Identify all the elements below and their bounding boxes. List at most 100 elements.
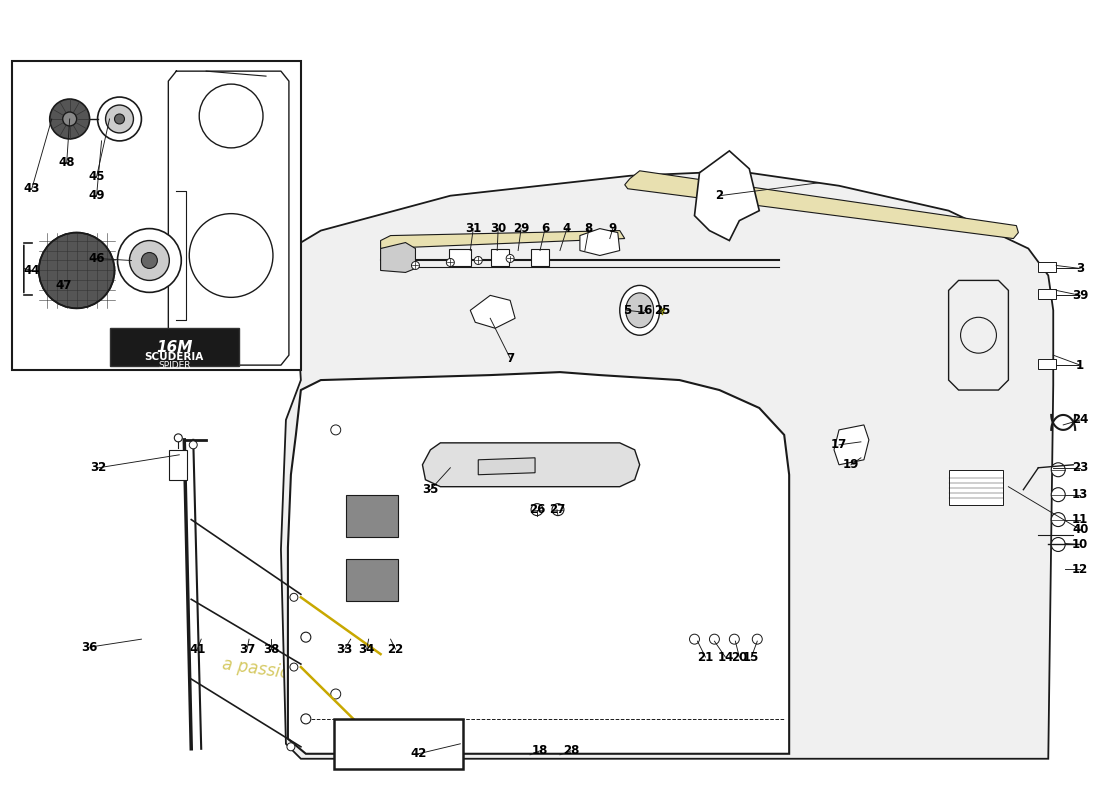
Circle shape xyxy=(290,663,298,671)
Circle shape xyxy=(174,434,183,442)
Bar xyxy=(1038,359,1056,369)
Circle shape xyxy=(118,229,182,292)
Circle shape xyxy=(50,99,89,139)
Text: SPIDER: SPIDER xyxy=(158,361,190,370)
Bar xyxy=(333,719,463,769)
Circle shape xyxy=(142,253,157,269)
Text: 44: 44 xyxy=(23,264,40,277)
Circle shape xyxy=(1052,513,1065,526)
Text: SCUDERIA: SCUDERIA xyxy=(145,352,204,362)
Text: 2: 2 xyxy=(715,190,724,202)
Bar xyxy=(1038,290,1056,299)
Text: 12: 12 xyxy=(1072,563,1088,576)
Text: 40: 40 xyxy=(1072,523,1088,536)
Text: 14: 14 xyxy=(717,650,734,664)
Text: 45: 45 xyxy=(88,170,104,183)
Circle shape xyxy=(331,689,341,699)
Text: 33: 33 xyxy=(337,642,353,656)
Polygon shape xyxy=(948,281,1009,390)
Text: 42: 42 xyxy=(410,747,427,760)
Bar xyxy=(1038,262,1056,273)
Text: 85: 85 xyxy=(876,386,1001,474)
Text: 17: 17 xyxy=(830,438,847,451)
Text: 28: 28 xyxy=(563,744,579,758)
Text: 22: 22 xyxy=(387,642,404,656)
Ellipse shape xyxy=(619,286,660,335)
Bar xyxy=(12,61,301,370)
Text: 29: 29 xyxy=(513,222,529,235)
Circle shape xyxy=(474,257,482,265)
Text: 18: 18 xyxy=(531,744,548,758)
Text: 6: 6 xyxy=(541,222,549,235)
Text: 15: 15 xyxy=(744,650,759,664)
Text: 21: 21 xyxy=(697,650,714,664)
Bar xyxy=(531,249,549,266)
Text: 24: 24 xyxy=(1072,414,1088,426)
Circle shape xyxy=(98,97,142,141)
Circle shape xyxy=(1052,488,1065,502)
Text: 19: 19 xyxy=(843,458,859,471)
Text: 43: 43 xyxy=(23,182,40,195)
Circle shape xyxy=(506,254,514,262)
Text: 1: 1 xyxy=(1076,358,1085,372)
Text: 31: 31 xyxy=(465,222,482,235)
Polygon shape xyxy=(694,151,759,241)
Circle shape xyxy=(729,634,739,644)
Polygon shape xyxy=(471,295,515,328)
Circle shape xyxy=(1052,462,1065,477)
Text: 27: 27 xyxy=(549,503,565,516)
Bar xyxy=(345,559,397,602)
Text: 34: 34 xyxy=(359,642,375,656)
Text: 25: 25 xyxy=(654,304,671,317)
Polygon shape xyxy=(288,372,789,754)
Circle shape xyxy=(531,504,543,515)
Circle shape xyxy=(690,634,700,644)
Circle shape xyxy=(189,441,197,449)
Polygon shape xyxy=(381,230,625,249)
Text: 16M: 16M xyxy=(156,340,192,355)
Circle shape xyxy=(63,112,77,126)
Text: 16: 16 xyxy=(637,304,653,317)
Text: 26: 26 xyxy=(529,503,546,516)
Text: 48: 48 xyxy=(58,156,75,170)
Circle shape xyxy=(331,425,341,435)
Text: 7: 7 xyxy=(506,352,514,365)
Text: 46: 46 xyxy=(88,252,104,265)
Text: 32: 32 xyxy=(90,462,107,474)
Polygon shape xyxy=(580,229,619,255)
Text: 20: 20 xyxy=(732,650,748,664)
Circle shape xyxy=(301,714,311,724)
Polygon shape xyxy=(478,458,535,474)
Circle shape xyxy=(752,634,762,644)
Bar xyxy=(345,494,397,537)
Circle shape xyxy=(130,241,169,281)
Circle shape xyxy=(106,105,133,133)
Polygon shape xyxy=(280,156,1053,758)
Text: 8: 8 xyxy=(585,222,593,235)
Circle shape xyxy=(552,504,564,515)
Bar xyxy=(450,249,471,266)
Polygon shape xyxy=(625,170,1019,238)
Text: 38: 38 xyxy=(263,642,279,656)
Bar xyxy=(948,470,1003,505)
Text: 13: 13 xyxy=(1072,488,1088,501)
Circle shape xyxy=(290,594,298,602)
Ellipse shape xyxy=(626,293,653,328)
Text: 35: 35 xyxy=(422,483,439,496)
Circle shape xyxy=(411,262,419,270)
Text: 5: 5 xyxy=(623,304,631,317)
Circle shape xyxy=(114,114,124,124)
Circle shape xyxy=(301,632,311,642)
Polygon shape xyxy=(834,425,869,465)
Bar xyxy=(110,328,239,366)
Circle shape xyxy=(1052,538,1065,551)
Circle shape xyxy=(39,233,114,308)
Text: 4: 4 xyxy=(563,222,571,235)
Text: 11: 11 xyxy=(1072,513,1088,526)
Text: 10: 10 xyxy=(1072,538,1088,551)
Bar xyxy=(492,249,509,266)
Circle shape xyxy=(710,634,719,644)
Text: 49: 49 xyxy=(88,190,104,202)
Text: 9: 9 xyxy=(608,222,617,235)
Polygon shape xyxy=(422,443,640,486)
